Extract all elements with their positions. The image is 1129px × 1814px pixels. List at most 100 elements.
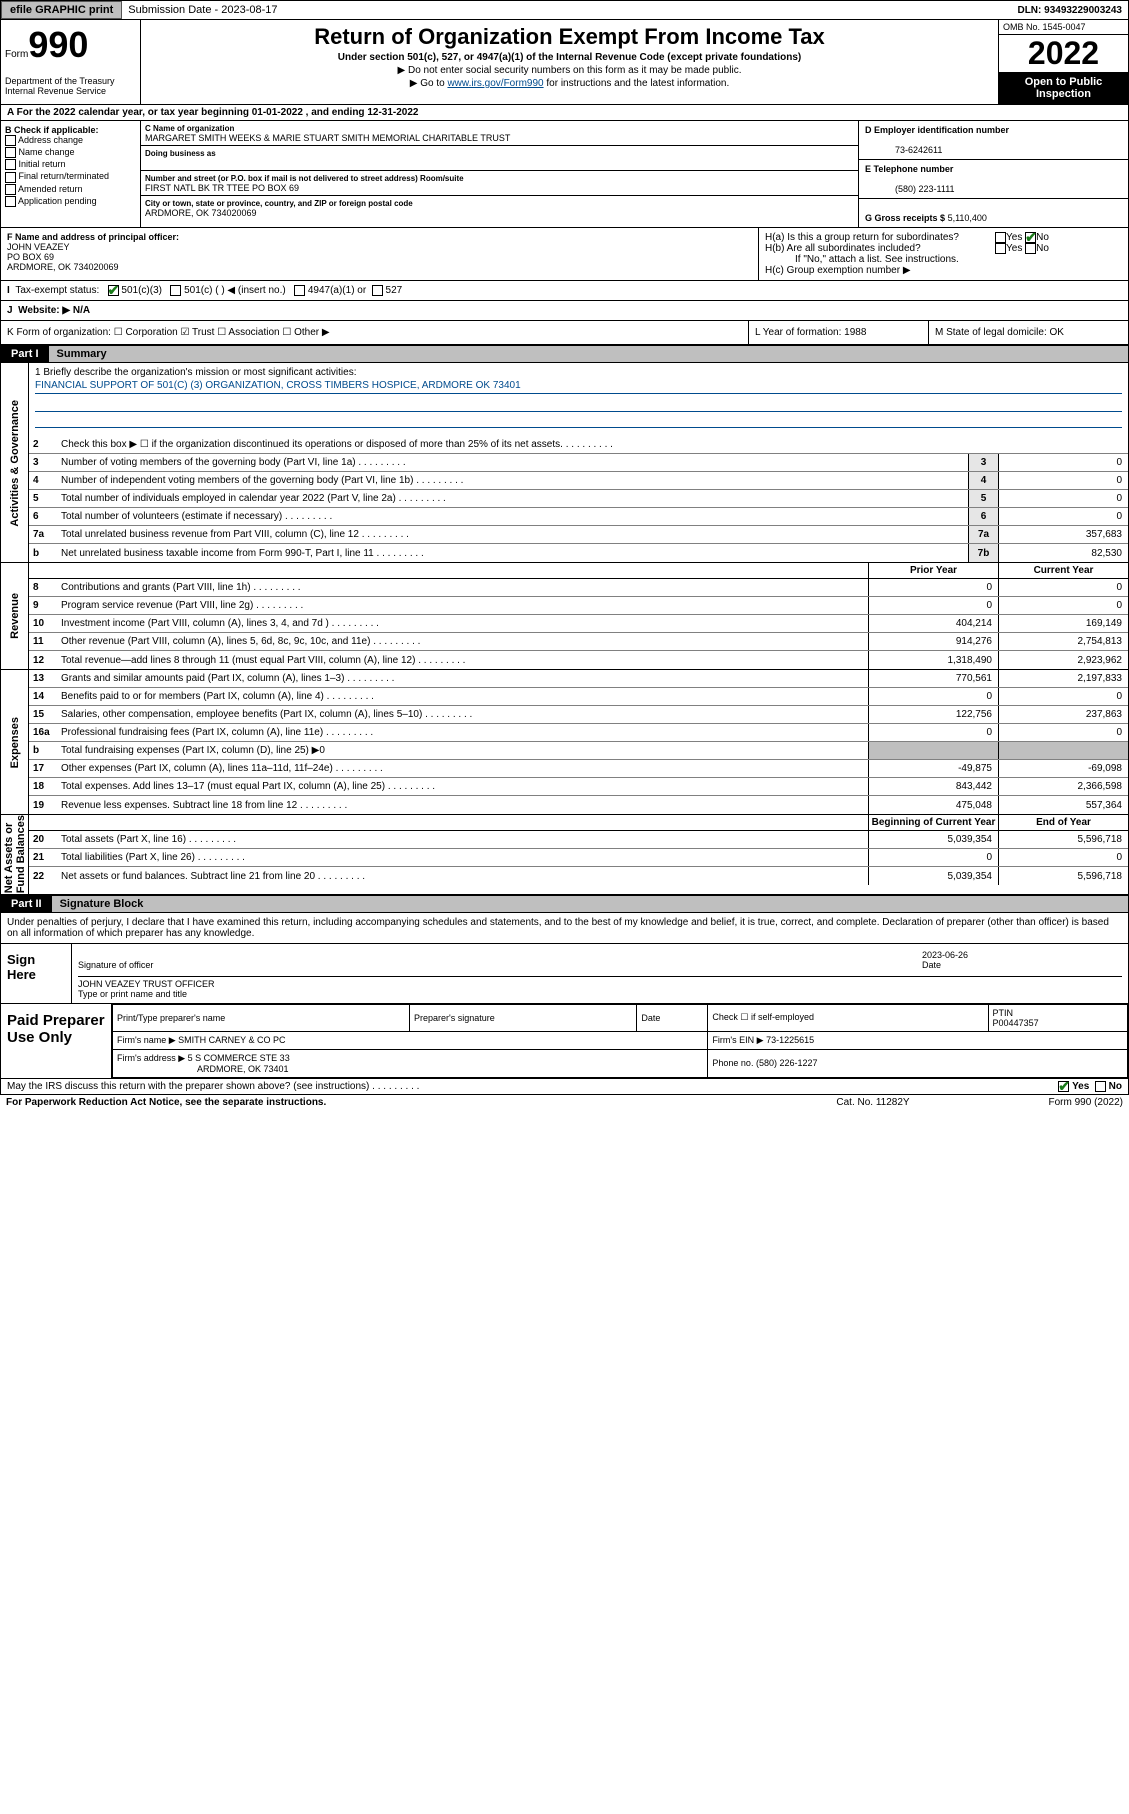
hc-label: H(c) Group exemption number ▶ [765,265,1122,276]
hb-label: H(b) Are all subordinates included? [765,243,995,254]
org-street: FIRST NATL BK TR TTEE PO BOX 69 [145,183,299,193]
table-row: 13Grants and similar amounts paid (Part … [29,670,1128,688]
year-formation: L Year of formation: 1988 [748,321,928,344]
cat-no: Cat. No. 11282Y [773,1097,973,1108]
table-row: 19Revenue less expenses. Subtract line 1… [29,796,1128,814]
ck-app-pending[interactable]: Application pending [18,196,97,206]
officer-addr1: PO BOX 69 [7,252,54,262]
section-netassets: Net Assets orFund Balances Beginning of … [0,815,1129,894]
part2-header: Part II Signature Block [0,895,1129,913]
table-row: 8Contributions and grants (Part VIII, li… [29,579,1128,597]
officer-addr2: ARDMORE, OK 734020069 [7,262,119,272]
table-row: 17Other expenses (Part IX, column (A), l… [29,760,1128,778]
gov-row: 5Total number of individuals employed in… [29,490,1128,508]
topbar: efile GRAPHIC print Submission Date - 20… [0,0,1129,20]
ck-4947[interactable]: 4947(a)(1) or [308,285,366,296]
form-title: Return of Organization Exempt From Incom… [145,24,994,50]
col-b-checkboxes: B Check if applicable: Address change Na… [1,121,141,227]
submission-date: Submission Date - 2023-08-17 [122,2,283,18]
signature-declaration: Under penalties of perjury, I declare th… [0,913,1129,944]
row-j: J Website: ▶ N/A [0,301,1129,321]
org-name: MARGARET SMITH WEEKS & MARIE STUART SMIT… [145,133,510,143]
table-row: 14Benefits paid to or for members (Part … [29,688,1128,706]
table-row: 16aProfessional fundraising fees (Part I… [29,724,1128,742]
form-of-org: K Form of organization: ☐ Corporation ☑ … [1,321,748,344]
gov-row: 4Number of independent voting members of… [29,472,1128,490]
tax-year: 2022 [999,35,1128,72]
table-row: 15Salaries, other compensation, employee… [29,706,1128,724]
gov-row: 2Check this box ▶ ☐ if the organization … [29,436,1128,454]
table-row: 9Program service revenue (Part VIII, lin… [29,597,1128,615]
officer-name: JOHN VEAZEY [7,242,70,252]
ck-527[interactable]: 527 [386,285,403,296]
table-row: 20Total assets (Part X, line 16)5,039,35… [29,831,1128,849]
paid-preparer-block: Paid Preparer Use Only Print/Type prepar… [0,1004,1129,1079]
ck-501c3[interactable]: 501(c)(3) [121,285,162,296]
mission-a: FINANCIAL SUPPORT OF 501(C) (3) ORGANIZA… [35,380,1122,394]
section-expenses: Expenses 13Grants and similar amounts pa… [0,670,1129,815]
dept-label: Department of the Treasury Internal Reve… [5,76,136,96]
col-c-org-info: C Name of organizationMARGARET SMITH WEE… [141,121,858,227]
table-row: 11Other revenue (Part VIII, column (A), … [29,633,1128,651]
section-governance: Activities & Governance 1 Briefly descri… [0,363,1129,563]
form-header: Form990 Department of the Treasury Inter… [0,20,1129,105]
vtab-netassets: Net Assets orFund Balances [3,815,27,893]
section-revenue: Revenue Prior YearCurrent Year 8Contribu… [0,563,1129,670]
form-label: Form [5,49,28,60]
gross-receipts: 5,110,400 [948,213,987,223]
irs-link[interactable]: www.irs.gov/Form990 [447,78,543,89]
open-inspection-badge: Open to Public Inspection [999,72,1128,104]
row-k: K Form of organization: ☐ Corporation ☑ … [0,321,1129,345]
form-note1: ▶ Do not enter social security numbers o… [145,65,994,76]
firm-name: SMITH CARNEY & CO PC [178,1035,285,1045]
hb-note: If "No," attach a list. See instructions… [765,254,1122,265]
footer: For Paperwork Reduction Act Notice, see … [0,1095,1129,1110]
efile-button[interactable]: efile GRAPHIC print [1,1,122,19]
gov-row: 3Number of voting members of the governi… [29,454,1128,472]
vtab-governance: Activities & Governance [9,400,21,527]
part1-header: Part I Summary [0,345,1129,363]
firm-ein: 73-1225615 [766,1035,814,1045]
ck-name-change[interactable]: Name change [19,147,75,157]
table-row: 18Total expenses. Add lines 13–17 (must … [29,778,1128,796]
telephone: (580) 223-1111 [865,184,955,194]
ha-label: H(a) Is this a group return for subordin… [765,232,995,243]
block-bcde: B Check if applicable: Address change Na… [0,121,1129,228]
discuss-with-preparer: May the IRS discuss this return with the… [0,1079,1129,1095]
gov-row: 7aTotal unrelated business revenue from … [29,526,1128,544]
gov-row: 6Total number of volunteers (estimate if… [29,508,1128,526]
mission-q: 1 Briefly describe the organization's mi… [35,367,1122,378]
ck-501c[interactable]: 501(c) ( ) ◀ (insert no.) [184,285,286,296]
sign-here-block: Sign Here Signature of officer2023-06-26… [0,944,1129,1004]
ck-initial-return[interactable]: Initial return [19,159,66,169]
form-number: 990 [28,24,88,65]
form-version: Form 990 (2022) [973,1097,1123,1108]
officer-sig-name: JOHN VEAZEY TRUST OFFICER [78,979,215,989]
ck-final-return[interactable]: Final return/terminated [19,171,110,181]
table-row: 12Total revenue—add lines 8 through 11 (… [29,651,1128,669]
form-subtitle: Under section 501(c), 527, or 4947(a)(1)… [145,52,994,63]
ptin: P00447357 [993,1018,1039,1028]
row-a-tax-year: A For the 2022 calendar year, or tax yea… [0,105,1129,121]
firm-phone: (580) 226-1227 [756,1058,818,1068]
ck-address-change[interactable]: Address change [18,135,83,145]
col-de: D Employer identification number73-62426… [858,121,1128,227]
ck-amended-return[interactable]: Amended return [18,184,83,194]
firm-addr: 5 S COMMERCE STE 33 [188,1053,290,1063]
vtab-revenue: Revenue [9,593,21,639]
table-row: bTotal fundraising expenses (Part IX, co… [29,742,1128,760]
form-note2: ▶ Go to www.irs.gov/Form990 for instruct… [145,78,994,89]
table-row: 10Investment income (Part VIII, column (… [29,615,1128,633]
dln: DLN: 93493229003243 [1011,3,1128,18]
vtab-expenses: Expenses [9,717,21,768]
website: Website: ▶ N/A [18,305,90,316]
table-row: 21Total liabilities (Part X, line 26)00 [29,849,1128,867]
state-domicile: M State of legal domicile: OK [928,321,1128,344]
ein: 73-6242611 [865,145,942,155]
row-fgh: F Name and address of principal officer:… [0,228,1129,281]
row-i: I Tax-exempt status: 501(c)(3) 501(c) ( … [0,281,1129,301]
org-city: ARDMORE, OK 734020069 [145,208,257,218]
gov-row: bNet unrelated business taxable income f… [29,544,1128,562]
table-row: 22Net assets or fund balances. Subtract … [29,867,1128,885]
omb-number: OMB No. 1545-0047 [999,20,1128,35]
